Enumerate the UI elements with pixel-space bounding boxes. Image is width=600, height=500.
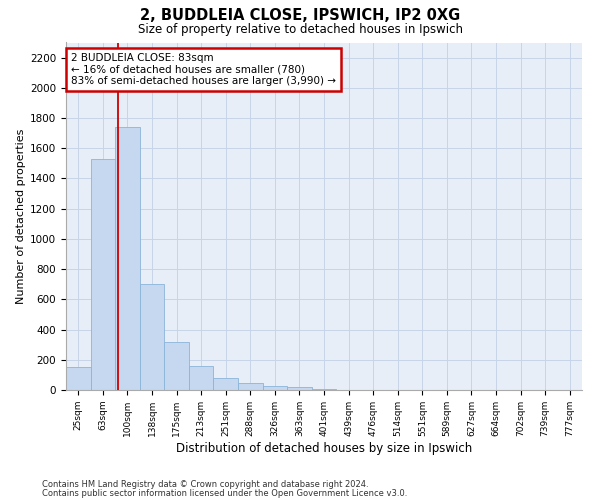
Bar (115, 127, 140, 390)
Bar (287, 388, 312, 390)
Bar (66, 368, 91, 390)
Bar (189, 366, 214, 390)
Text: Contains HM Land Registry data © Crown copyright and database right 2024.: Contains HM Land Registry data © Crown c… (42, 480, 368, 489)
Bar (91, 159, 115, 390)
Bar (312, 389, 336, 390)
Text: 2, BUDDLEIA CLOSE, IPSWICH, IP2 0XG: 2, BUDDLEIA CLOSE, IPSWICH, IP2 0XG (140, 8, 460, 22)
Bar (214, 378, 238, 390)
Bar (164, 342, 189, 390)
Text: Contains public sector information licensed under the Open Government Licence v3: Contains public sector information licen… (42, 488, 407, 498)
Y-axis label: Number of detached properties: Number of detached properties (16, 128, 26, 304)
Bar (263, 386, 287, 390)
Bar (140, 284, 164, 390)
Bar (238, 383, 263, 390)
Text: 2 BUDDLEIA CLOSE: 83sqm
← 16% of detached houses are smaller (780)
83% of semi-d: 2 BUDDLEIA CLOSE: 83sqm ← 16% of detache… (71, 53, 336, 86)
Text: Size of property relative to detached houses in Ipswich: Size of property relative to detached ho… (137, 22, 463, 36)
X-axis label: Distribution of detached houses by size in Ipswich: Distribution of detached houses by size … (176, 442, 472, 454)
